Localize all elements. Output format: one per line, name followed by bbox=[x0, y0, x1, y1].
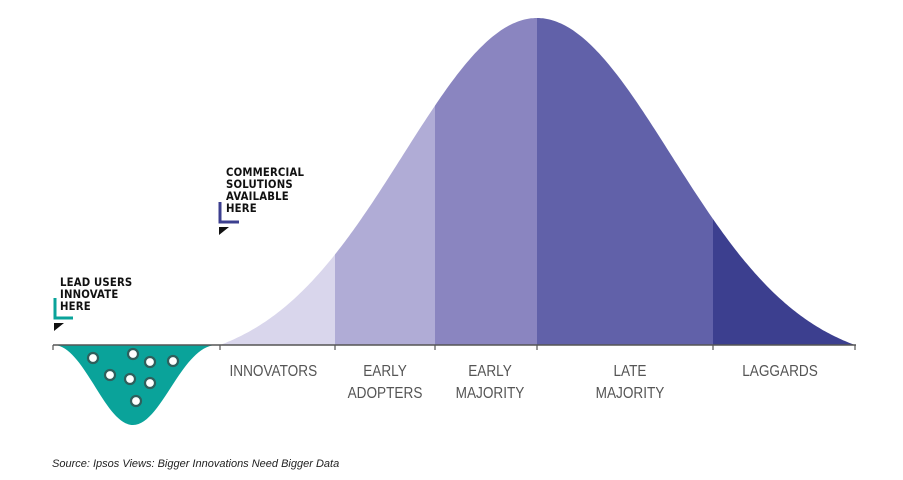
curve-segment-early-adopters bbox=[335, 105, 435, 345]
lead-users-pointer bbox=[54, 323, 64, 331]
segment-label-early-adopters: EARLY ADOPTERS bbox=[347, 363, 423, 402]
user-dot bbox=[166, 354, 180, 368]
segment-label-innovators: INNOVATORS bbox=[229, 363, 318, 380]
user-dot bbox=[143, 355, 157, 369]
user-dot bbox=[143, 376, 157, 390]
commercial-pointer bbox=[219, 227, 229, 235]
lead-users-annotation: LEAD USERS INNOVATE HERE bbox=[60, 275, 133, 313]
segment-label-early-majority: EARLY MAJORITY bbox=[455, 363, 525, 402]
curve-segment-early-majority bbox=[435, 18, 537, 345]
commercial-bracket bbox=[218, 202, 239, 224]
user-dot bbox=[123, 372, 137, 386]
segment-label-laggards: LAGGARDS bbox=[742, 363, 818, 380]
curve-segment-laggards bbox=[713, 219, 855, 345]
segment-label-late-majority: LATE MAJORITY bbox=[595, 363, 665, 402]
user-dot bbox=[103, 368, 117, 382]
source-caption: Source: Ipsos Views: Bigger Innovations … bbox=[52, 458, 340, 470]
curve-segment-innovators bbox=[220, 254, 335, 345]
lead-users-bracket bbox=[53, 298, 73, 320]
curve-segment-late-majority bbox=[537, 18, 713, 345]
user-dot bbox=[129, 394, 143, 408]
user-dot bbox=[86, 351, 100, 365]
user-dot bbox=[126, 347, 140, 361]
commercial-solutions-annotation: COMMERCIAL SOLUTIONS AVAILABLE HERE bbox=[226, 165, 305, 215]
